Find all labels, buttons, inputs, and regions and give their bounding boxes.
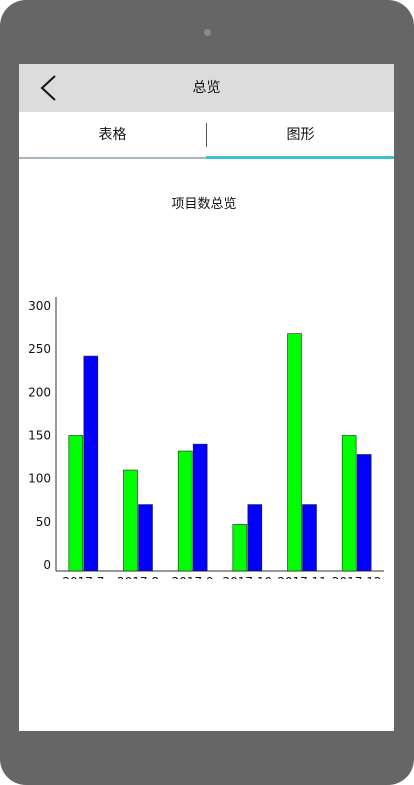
x-tick-label: 2017.7 [62, 575, 104, 579]
bar-planned-2017.12 [342, 436, 356, 572]
x-tick-label: 2017.12 [332, 575, 382, 579]
chart-bars [69, 334, 371, 571]
tab-table[interactable]: 表格 [19, 112, 206, 158]
bar-department-2017.9 [193, 444, 207, 571]
y-tick-label: 200 [28, 385, 51, 399]
y-axis-labels: 0 50 100 150 200 250 300 [28, 299, 51, 572]
bar-department-2017.11 [303, 505, 317, 571]
bar-planned-2017.9 [178, 451, 192, 571]
front-camera [204, 29, 211, 36]
chart-title: 项目数总览 [171, 196, 236, 212]
bar-department-2017.12 [357, 454, 371, 571]
bar-planned-2017.7 [69, 436, 83, 572]
x-tick-label: 2017.8 [117, 575, 159, 579]
bar-department-2017.8 [139, 505, 153, 571]
y-tick-label: 150 [28, 429, 51, 443]
app-screen: 总览 表格 图形 项目数总览 0 50 100 150 200 250 300 2017.7… [19, 64, 394, 731]
x-tick-label: 2017.11 [277, 575, 327, 579]
tab-chart[interactable]: 图形 [207, 112, 394, 158]
x-tick-label: 2017.9 [172, 575, 214, 579]
bar-planned-2017.10 [233, 524, 247, 571]
y-tick-label: 300 [28, 299, 51, 313]
x-axis-labels: 2017.7 2017.8 2017.9 2017.10 2017.11 2017.12 [62, 575, 381, 579]
bar-planned-2017.11 [288, 334, 302, 571]
chart-axes [56, 297, 384, 571]
bar-department-2017.7 [84, 356, 98, 571]
y-tick-label: 50 [36, 515, 51, 529]
y-tick-label: 100 [28, 472, 51, 486]
page-title: 总览 [19, 64, 394, 112]
nav-bar: 总览 [19, 64, 394, 112]
bar-planned-2017.8 [124, 470, 138, 571]
tab-bar: 表格 图形 [19, 112, 394, 158]
y-tick-label: 0 [43, 558, 51, 572]
bar-department-2017.10 [248, 505, 262, 571]
x-tick-label: 2017.10 [223, 575, 273, 579]
y-tick-label: 250 [28, 342, 51, 356]
